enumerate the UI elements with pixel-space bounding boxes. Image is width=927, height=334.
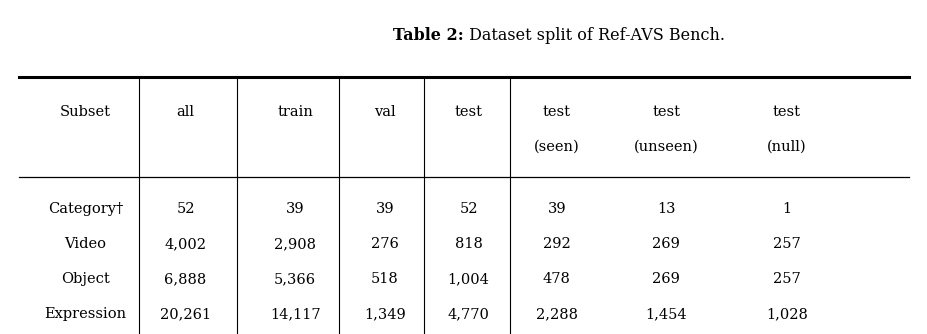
- Text: 478: 478: [542, 272, 570, 286]
- Text: 39: 39: [375, 202, 394, 216]
- Text: 257: 257: [772, 272, 800, 286]
- Text: (null): (null): [767, 140, 806, 154]
- Text: Object: Object: [61, 272, 109, 286]
- Text: 13: 13: [656, 202, 675, 216]
- Text: 1: 1: [781, 202, 791, 216]
- Text: 14,117: 14,117: [270, 307, 320, 321]
- Text: Video: Video: [64, 237, 107, 251]
- Text: 1,004: 1,004: [447, 272, 489, 286]
- Text: 1,349: 1,349: [364, 307, 405, 321]
- Text: 20,261: 20,261: [159, 307, 211, 321]
- Text: 269: 269: [652, 272, 679, 286]
- Text: 818: 818: [454, 237, 482, 251]
- Text: 5,366: 5,366: [273, 272, 316, 286]
- Text: 292: 292: [542, 237, 570, 251]
- Text: 52: 52: [176, 202, 195, 216]
- Text: 52: 52: [459, 202, 477, 216]
- Text: 276: 276: [371, 237, 399, 251]
- Text: 1,028: 1,028: [765, 307, 807, 321]
- Text: 4,770: 4,770: [447, 307, 489, 321]
- Text: 269: 269: [652, 237, 679, 251]
- Text: 1,454: 1,454: [645, 307, 686, 321]
- Text: Table 2:: Table 2:: [393, 27, 464, 43]
- Text: test: test: [772, 105, 800, 119]
- Text: test: test: [652, 105, 679, 119]
- Text: (seen): (seen): [533, 140, 579, 154]
- Text: Subset: Subset: [60, 105, 110, 119]
- Text: train: train: [277, 105, 312, 119]
- Text: val: val: [374, 105, 396, 119]
- Text: 6,888: 6,888: [164, 272, 207, 286]
- Text: Dataset split of Ref-AVS Bench.: Dataset split of Ref-AVS Bench.: [464, 27, 724, 43]
- Text: 39: 39: [547, 202, 565, 216]
- Text: Category†: Category†: [47, 202, 123, 216]
- Text: 518: 518: [371, 272, 399, 286]
- Text: 257: 257: [772, 237, 800, 251]
- Text: test: test: [542, 105, 570, 119]
- Text: test: test: [454, 105, 482, 119]
- Text: (unseen): (unseen): [633, 140, 698, 154]
- Text: 2,908: 2,908: [273, 237, 316, 251]
- Text: 4,002: 4,002: [164, 237, 207, 251]
- Text: Expression: Expression: [44, 307, 126, 321]
- Text: 2,288: 2,288: [535, 307, 578, 321]
- Text: 39: 39: [286, 202, 304, 216]
- Text: all: all: [176, 105, 195, 119]
